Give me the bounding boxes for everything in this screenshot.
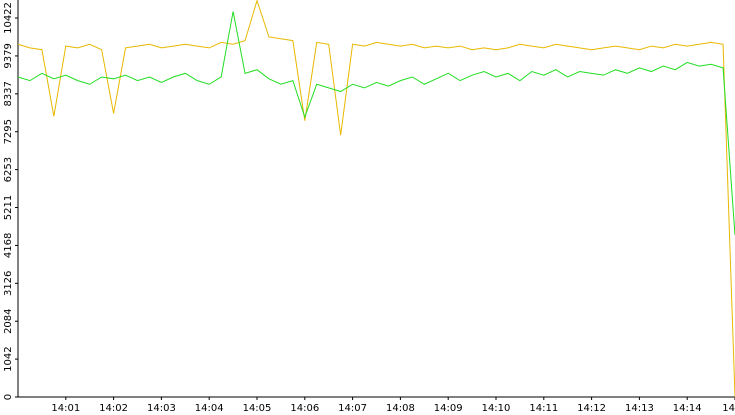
y-tick-label: 2084	[3, 308, 14, 333]
y-tick-label: 5211	[3, 195, 14, 220]
x-tick-label: 14:05	[243, 403, 272, 414]
x-tick-label: 14:08	[386, 403, 415, 414]
y-tick-label: 0	[3, 394, 14, 400]
x-tick-label: 14:03	[147, 403, 176, 414]
y-tick-label: 1042	[3, 346, 14, 371]
x-tick-label: 14:11	[529, 403, 558, 414]
x-tick-label: 14:10	[482, 403, 511, 414]
y-tick-label: 8337	[3, 81, 14, 106]
y-tick-label: 10422	[3, 2, 14, 34]
y-tick-label: 6253	[3, 157, 14, 182]
x-tick-label: 14:07	[338, 403, 367, 414]
y-tick-label: 3126	[3, 271, 14, 296]
x-tick-label: 14:04	[195, 403, 224, 414]
x-tick-label: 14:13	[625, 403, 654, 414]
x-tick-label: 14:09	[434, 403, 463, 414]
x-tick-label: 14:12	[577, 403, 606, 414]
x-tick-label: 14:01	[51, 403, 80, 414]
x-tick-label: 14:14	[673, 403, 702, 414]
x-tick-label: 14:06	[290, 403, 319, 414]
series-line	[17, 0, 735, 398]
y-tick-label: 4168	[3, 233, 14, 258]
series-line	[17, 11, 735, 236]
y-tick-label: 9379	[3, 43, 14, 68]
x-tick-label: 14	[722, 403, 735, 414]
x-tick-label: 14:02	[99, 403, 128, 414]
y-tick-label: 7295	[3, 119, 14, 144]
